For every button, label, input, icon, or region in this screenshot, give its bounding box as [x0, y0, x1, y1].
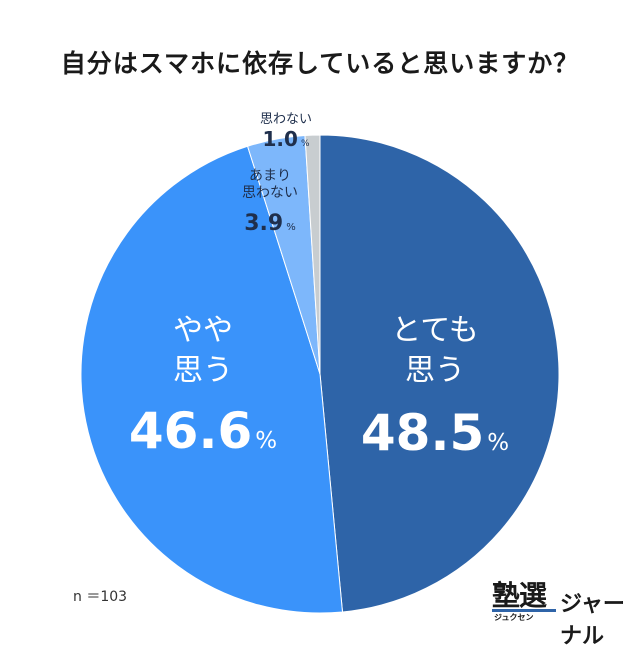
pie-slice-1: [319, 134, 560, 613]
slice-3-value: 3.9%: [244, 211, 296, 236]
slice-4-value-unit: %: [301, 139, 310, 149]
pie-slice-4: [304, 134, 321, 375]
slice-1-value: 48.5%: [361, 404, 509, 462]
slice-1-label-line-1: とても: [391, 313, 479, 348]
slice-4-value-number: 1.0: [263, 127, 298, 151]
slice-3-label-line-1: あまり: [249, 168, 291, 184]
sample-size-note: n ＝103: [73, 589, 128, 605]
slice-2-value-unit: %: [255, 428, 277, 454]
slice-4-value: 1.0%: [263, 127, 310, 151]
slice-3-value-unit: %: [286, 222, 296, 233]
slice-4-label-line-1: 思わない: [260, 112, 312, 127]
slice-1-label-line-2: 思う: [405, 353, 465, 388]
chart-title: 自分はスマホに依存していると思いますか？: [60, 49, 580, 78]
logo-mark: 塾選: [492, 579, 547, 612]
slice-1-value-number: 48.5: [361, 404, 484, 462]
brand-logo: 塾選 ジュクセン ジャーナル: [492, 574, 632, 649]
slice-3-value-number: 3.9: [244, 211, 283, 236]
slice-2-label-line-1: やや: [173, 313, 233, 348]
slice-2-value-number: 46.6: [129, 402, 252, 460]
slice-2-value: 46.6%: [129, 402, 277, 460]
logo-subtext: ジュクセン: [494, 613, 534, 622]
slice-3-label-line-2: 思わない: [242, 185, 298, 201]
logo-rule: [492, 609, 556, 612]
logo-name: ジャーナル: [560, 592, 625, 649]
slice-1-value-unit: %: [487, 430, 509, 456]
slice-2-label-line-2: 思う: [173, 353, 233, 388]
pie-slice-2: [80, 145, 344, 614]
